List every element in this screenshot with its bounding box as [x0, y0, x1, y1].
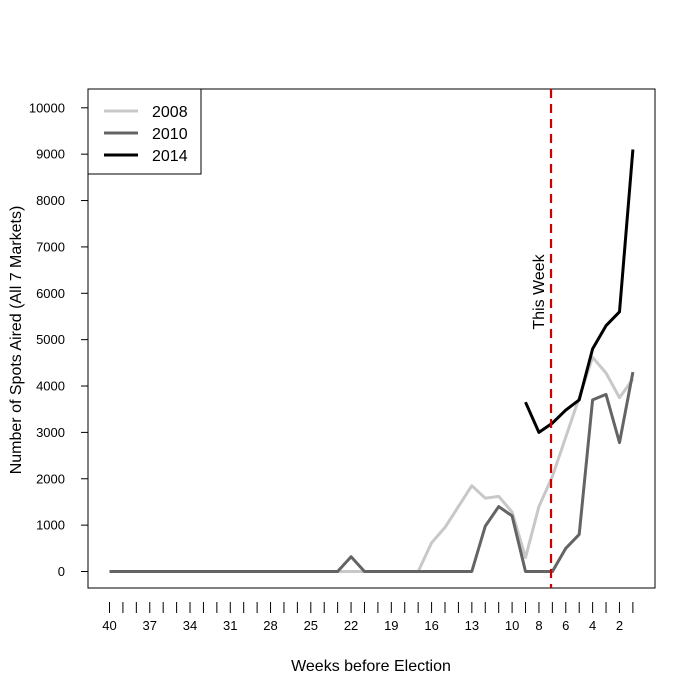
x-tick-label: 22	[344, 618, 358, 633]
x-tick-label: 40	[102, 618, 116, 633]
series-line-2010	[109, 371, 635, 573]
y-tick-label: 5000	[36, 332, 65, 347]
x-tick-label: 4	[589, 618, 596, 633]
x-tick-label: 25	[304, 618, 318, 633]
legend-label-2008: 2008	[152, 104, 188, 121]
legend: 2008 2010 2014	[87, 88, 202, 175]
this-week-label: This Week	[531, 253, 548, 329]
legend-label-2014: 2014	[152, 148, 188, 165]
x-tick-label: 6	[562, 618, 569, 633]
y-tick-label: 7000	[36, 239, 65, 254]
y-tick-label: 6000	[36, 286, 65, 301]
y-tick-label: 0	[58, 564, 65, 579]
plot-frame	[87, 88, 656, 589]
x-axis: 40 37 34 31 28 25 22 19 16 13 10 8 6 4 2	[102, 602, 634, 633]
y-tick-label: 4000	[36, 379, 65, 394]
x-axis-title: Weeks before Election	[291, 658, 451, 675]
y-tick-label: 9000	[36, 147, 65, 162]
this-week-marker: This Week	[531, 89, 553, 588]
y-axis: 0 1000 2000 3000 4000 5000 6000 7000 8000 9000 100…	[29, 100, 88, 579]
x-tick-label: 8	[535, 618, 542, 633]
y-tick-label: 1000	[36, 518, 65, 533]
legend-label-2010: 2010	[152, 126, 188, 143]
series-layer	[109, 149, 635, 573]
x-tick-label: 13	[465, 618, 479, 633]
y-tick-label: 8000	[36, 193, 65, 208]
x-tick-label: 16	[424, 618, 438, 633]
y-axis-title: Number of Spots Aired (All 7 Markets)	[8, 206, 25, 475]
x-tick-label: 31	[223, 618, 237, 633]
x-tick-label: 34	[183, 618, 197, 633]
series-line-2008	[109, 355, 635, 573]
x-tick-label: 2	[616, 618, 623, 633]
x-tick-label: 37	[143, 618, 157, 633]
y-tick-label: 10000	[29, 100, 65, 115]
x-tick-label: 10	[505, 618, 519, 633]
y-tick-label: 3000	[36, 425, 65, 440]
y-tick-label: 2000	[36, 471, 65, 486]
x-tick-label: 19	[384, 618, 398, 633]
x-tick-label: 28	[263, 618, 277, 633]
series-line-2014	[524, 149, 635, 434]
